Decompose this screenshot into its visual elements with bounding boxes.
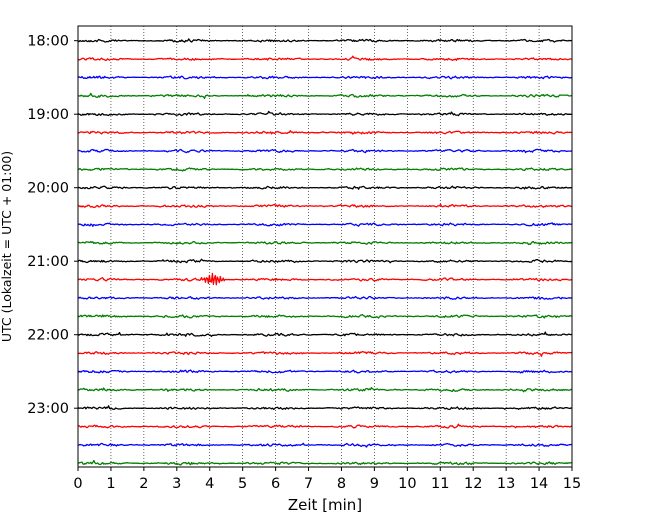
- trace-line: [77, 350, 572, 357]
- x-axis-label: Zeit [min]: [288, 496, 362, 514]
- trace-line: [77, 442, 573, 448]
- trace-line: [77, 423, 572, 429]
- trace-line: [77, 331, 573, 338]
- trace-line: [77, 75, 573, 80]
- x-tick-label: 13: [497, 476, 515, 492]
- x-tick-label: 8: [337, 476, 346, 492]
- x-tick-label: 2: [139, 476, 148, 492]
- trace-line: [78, 130, 573, 135]
- x-tick-label: 11: [431, 476, 449, 492]
- trace-line: [77, 110, 573, 117]
- trace-line: [77, 185, 573, 190]
- x-tick-label: 9: [370, 476, 379, 492]
- x-tick-label: 10: [398, 476, 416, 492]
- y-axis-ticks: 18:00 19:00 20:00 21:00 22:00 23:00: [27, 34, 78, 417]
- x-tick-label: 15: [563, 476, 581, 492]
- trace-line: [77, 92, 573, 100]
- trace-line: [77, 459, 573, 466]
- x-tick-label: 0: [73, 476, 82, 492]
- y-tick-label: 18:00: [27, 34, 69, 50]
- x-tick-label: 6: [271, 476, 280, 492]
- y-axis-label: UTC (Lokalzeit = UTC + 01:00): [0, 151, 14, 342]
- x-tick-label: 12: [464, 476, 482, 492]
- y-tick-label: 19:00: [27, 107, 69, 123]
- trace-line: [77, 405, 573, 411]
- y-tick-label: 23:00: [27, 401, 69, 417]
- trace-line: [77, 240, 573, 246]
- trace-line: [77, 369, 573, 374]
- x-tick-label: 5: [238, 476, 247, 492]
- x-axis-ticks: 0 1 2 3 4 5 6 7 8 9 10 11 12 13 14 15: [73, 467, 581, 492]
- trace-line: [77, 272, 573, 286]
- trace-line: [77, 222, 573, 227]
- y-tick-label: 21:00: [27, 254, 69, 270]
- trace-line: [77, 55, 573, 62]
- trace-line: [77, 314, 573, 319]
- trace-line: [77, 386, 573, 393]
- trace-line: [77, 258, 573, 264]
- grid-lines: [110, 26, 540, 467]
- trace-line: [77, 295, 573, 300]
- x-tick-label: 7: [304, 476, 313, 492]
- trace-line: [77, 148, 573, 154]
- x-tick-label: 1: [106, 476, 115, 492]
- trace-line: [77, 38, 573, 43]
- x-tick-label: 4: [205, 476, 214, 492]
- trace-series: [77, 38, 573, 466]
- trace-line: [77, 203, 573, 209]
- x-tick-label: 14: [530, 476, 548, 492]
- y-tick-label: 22:00: [27, 328, 69, 344]
- y-tick-label: 20:00: [27, 181, 69, 197]
- trace-line: [77, 167, 572, 172]
- plot-frame: [77, 25, 573, 468]
- x-tick-label: 3: [172, 476, 181, 492]
